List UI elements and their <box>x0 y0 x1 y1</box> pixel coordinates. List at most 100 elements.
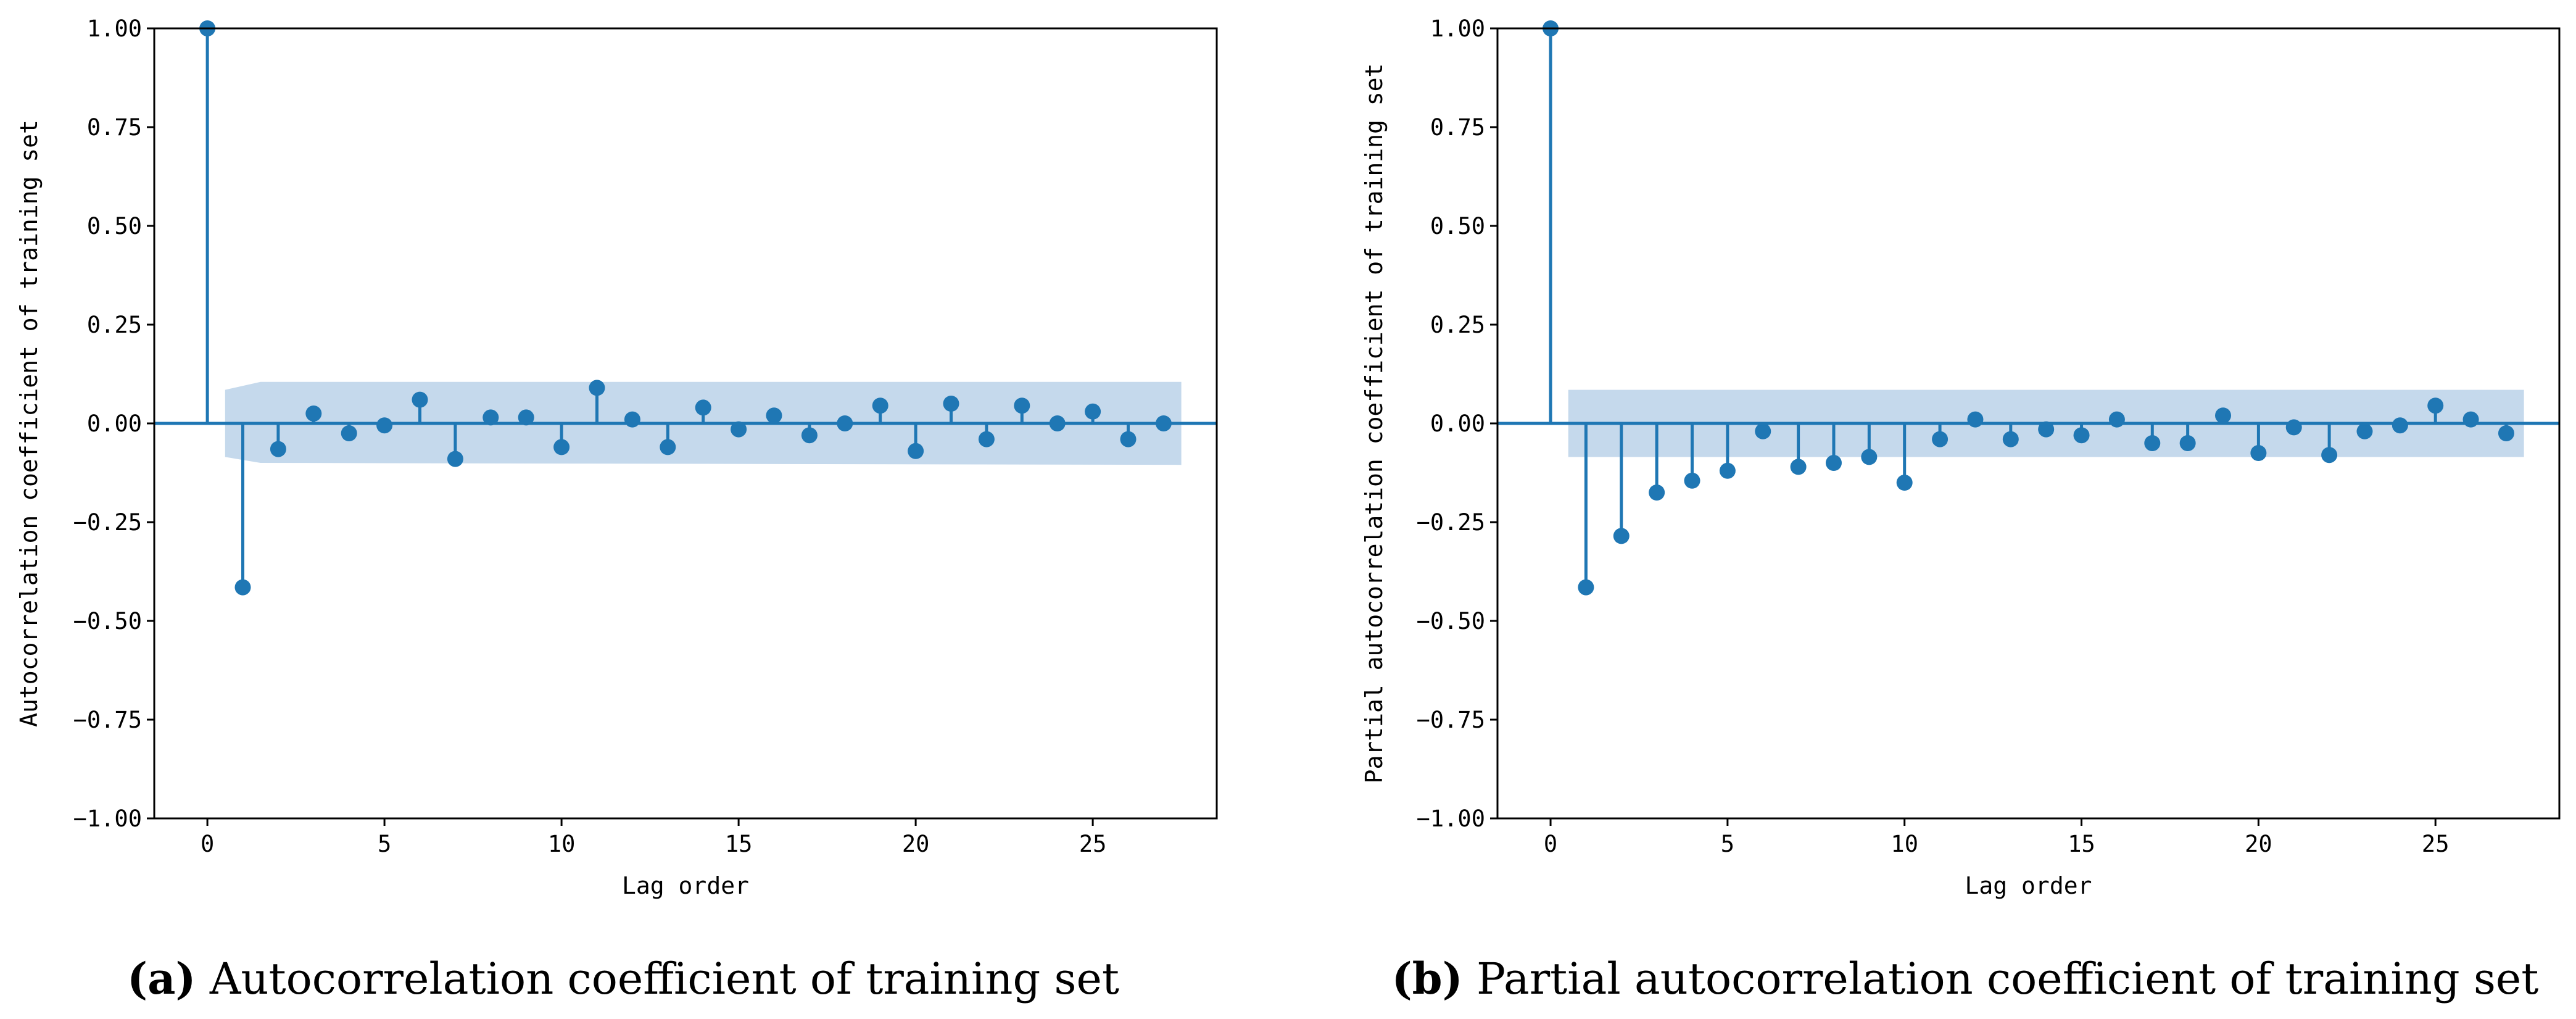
stem-marker-lag-10 <box>553 439 570 455</box>
y-tick-label: 0.75 <box>87 114 142 141</box>
stem-marker-lag-22 <box>978 431 995 447</box>
pacf-x-axis-label: Lag order <box>1965 872 2092 899</box>
y-tick-label: −1.00 <box>73 805 142 832</box>
stem-marker-lag-17 <box>801 427 818 444</box>
stem-marker-lag-9 <box>518 409 534 426</box>
x-tick-label: 0 <box>201 831 214 857</box>
stem-marker-lag-20 <box>2250 445 2267 461</box>
acf-axes-frame <box>153 27 1218 820</box>
stem-marker-lag-1 <box>234 579 251 596</box>
y-tick-label: −0.25 <box>73 509 142 536</box>
stem-marker-lag-3 <box>1649 485 1665 501</box>
stem-marker-lag-7 <box>1790 459 1807 475</box>
y-tick-label: −1.00 <box>1417 805 1485 832</box>
stem-marker-lag-12 <box>624 411 640 428</box>
tick-layer: 0 5 10 15 20 25 1.00 0.75 0.50 0.25 0.00 −0.25 −0.50… <box>73 15 1107 857</box>
x-tick-label: 15 <box>2068 831 2095 857</box>
stem-marker-lag-23 <box>2356 423 2373 439</box>
stem-marker-lag-27 <box>1155 415 1172 431</box>
x-tick-label: 20 <box>2245 831 2272 857</box>
y-tick-label: 1.00 <box>1430 15 1485 42</box>
y-tick-label: 0.75 <box>1430 114 1485 141</box>
pacf-caption-text: Partial autocorrelation coefficient of t… <box>1463 954 2539 1004</box>
y-tick-label: 1.00 <box>87 15 142 42</box>
stem-marker-lag-15 <box>2073 427 2090 444</box>
acf-panel: 0 5 10 15 20 25 1.00 0.75 0.50 0.25 0.00 −0.25 −0.50… <box>15 15 1218 1004</box>
x-tick-label: 5 <box>378 831 391 857</box>
x-tick-label: 25 <box>1079 831 1107 857</box>
stem-marker-lag-20 <box>908 443 924 459</box>
stem-marker-lag-19 <box>872 397 888 414</box>
stem-marker-lag-8 <box>1825 455 1842 471</box>
stem-marker-lag-21 <box>2285 419 2302 436</box>
stem-marker-lag-21 <box>943 396 959 412</box>
stem-marker-lag-12 <box>1967 411 1984 428</box>
stem-marker-lag-26 <box>1120 431 1137 447</box>
y-tick-label: −0.75 <box>73 707 142 733</box>
stem-marker-lag-7 <box>447 451 463 467</box>
stem-layer <box>1497 20 2559 596</box>
y-tick-label: 0.00 <box>87 410 142 437</box>
stem-marker-lag-14 <box>2038 421 2055 438</box>
stem-marker-lag-4 <box>1684 472 1700 489</box>
stem-marker-lag-4 <box>341 425 357 441</box>
x-tick-label: 10 <box>548 831 576 857</box>
stem-marker-lag-5 <box>376 417 393 434</box>
stem-marker-lag-13 <box>660 439 676 455</box>
stem-marker-lag-2 <box>1613 528 1630 544</box>
y-tick-label: 0.50 <box>1430 213 1485 239</box>
stem-marker-lag-2 <box>270 441 286 457</box>
acf-y-axis-label: Autocorrelation coefficient of training … <box>15 120 43 727</box>
stem-marker-lag-6 <box>1755 423 1771 439</box>
stem-marker-lag-26 <box>2462 411 2479 428</box>
pacf-panel: 0 5 10 15 20 25 1.00 0.75 0.50 0.25 0.00 −0.25 −0.50… <box>1360 15 2561 1004</box>
y-tick-label: −0.25 <box>1417 509 1485 536</box>
stem-marker-lag-11 <box>1932 431 1949 447</box>
pacf-caption: (b) Partial autocorrelation coefficient … <box>1392 953 2539 1004</box>
y-tick-label: −0.50 <box>1417 608 1485 634</box>
stem-marker-lag-24 <box>2392 417 2408 434</box>
pacf-y-axis-label: Partial autocorrelation coefficient of t… <box>1360 64 1388 784</box>
stem-marker-lag-25 <box>2427 397 2444 414</box>
stem-marker-lag-8 <box>482 409 499 426</box>
stem-marker-lag-13 <box>2002 431 2019 447</box>
y-tick-label: −0.50 <box>73 608 142 634</box>
stem-marker-lag-9 <box>1861 449 1878 465</box>
stem-marker-lag-24 <box>1049 415 1066 431</box>
stem-marker-lag-3 <box>305 406 322 422</box>
stem-layer <box>154 20 1217 596</box>
stem-marker-lag-17 <box>2144 435 2161 451</box>
acf-x-axis-label: Lag order <box>622 872 749 899</box>
stem-marker-lag-18 <box>2179 435 2196 451</box>
stem-marker-lag-15 <box>731 421 747 438</box>
x-tick-label: 5 <box>1721 831 1734 857</box>
x-tick-label: 20 <box>902 831 930 857</box>
x-tick-label: 10 <box>1891 831 1918 857</box>
stem-marker-lag-18 <box>837 415 853 431</box>
y-tick-label: −0.75 <box>1417 707 1485 733</box>
stem-marker-lag-27 <box>2498 425 2514 441</box>
tick-layer: 0 5 10 15 20 25 1.00 0.75 0.50 0.25 0.00 −0.25 −0.50… <box>1417 15 2450 857</box>
stem-marker-lag-19 <box>2215 407 2232 424</box>
stem-marker-lag-16 <box>766 407 782 424</box>
stem-marker-lag-10 <box>1896 475 1913 491</box>
stem-marker-lag-25 <box>1085 403 1101 420</box>
acf-caption-letter: (a) <box>127 953 196 1004</box>
pacf-caption-letter: (b) <box>1392 953 1463 1004</box>
stem-marker-lag-5 <box>1719 462 1736 479</box>
acf-caption-text: Autocorrelation coefficient of training … <box>196 954 1119 1004</box>
stem-marker-lag-16 <box>2108 411 2125 428</box>
y-tick-label: 0.25 <box>1430 312 1485 338</box>
y-tick-label: 0.50 <box>87 213 142 239</box>
stem-marker-lag-6 <box>412 391 428 408</box>
stem-marker-lag-23 <box>1014 397 1030 414</box>
x-tick-label: 15 <box>725 831 753 857</box>
stem-marker-lag-22 <box>2321 447 2338 464</box>
stem-marker-lag-11 <box>589 380 605 396</box>
x-tick-label: 0 <box>1544 831 1557 857</box>
stem-marker-lag-14 <box>695 399 711 416</box>
acf-caption: (a) Autocorrelation coefficient of train… <box>127 953 1119 1004</box>
y-tick-label: 0.25 <box>87 312 142 338</box>
stem-marker-lag-1 <box>1578 579 1594 596</box>
